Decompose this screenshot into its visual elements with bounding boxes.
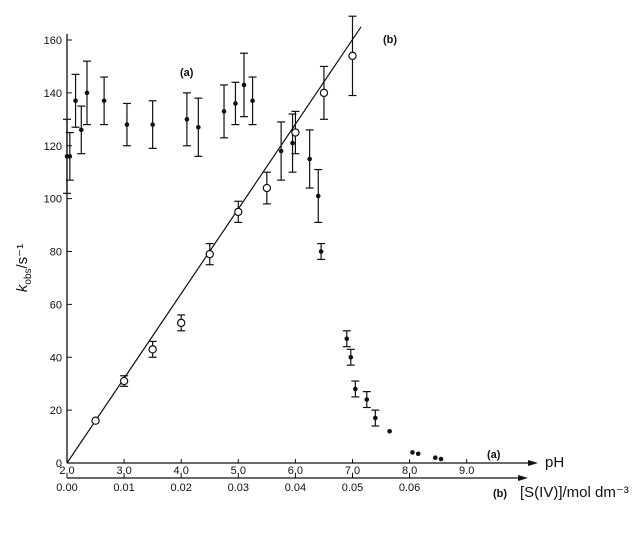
y-axis-label-sub: obs (23, 268, 34, 284)
data-point-a (250, 98, 255, 104)
x-axis-b-tag: (b) (493, 488, 507, 500)
axes (66, 34, 538, 481)
data-point-a (373, 415, 378, 421)
data-point-a (241, 82, 247, 88)
data-point-a (278, 148, 284, 154)
data-point-a (410, 450, 415, 455)
data-point-a (318, 249, 324, 254)
data-point-b (291, 128, 300, 137)
x-axis-b-arrow (518, 475, 528, 481)
data-point-a (84, 90, 90, 96)
x-tick-a-label: 5.0 (231, 465, 246, 477)
data-point-a (290, 140, 295, 146)
data-point-b (148, 345, 157, 354)
y-tick-label: 120 (44, 141, 62, 153)
y-tick-label: 40 (50, 352, 62, 364)
x-tick-b-label: 0.01 (113, 482, 134, 494)
data-point-a (150, 122, 155, 127)
data-point-a (196, 124, 201, 130)
data-point-a (184, 117, 190, 122)
y-tick-label: 20 (50, 405, 62, 417)
data-point-b (176, 318, 186, 328)
data-point-a (432, 455, 438, 461)
data-point-a (221, 109, 227, 114)
y-tick-label: 160 (44, 35, 62, 47)
data-point-a (438, 456, 444, 462)
data-point-a (124, 122, 130, 127)
x-tick-a-label: 6.0 (288, 465, 303, 477)
series (63, 15, 444, 464)
data-point-a (73, 98, 78, 104)
data-point-b (91, 416, 100, 425)
y-axis-label-rest: /s⁻¹ (14, 244, 31, 269)
x-tick-a-label: 9.0 (459, 465, 474, 477)
data-point-a (315, 193, 321, 199)
data-point-b (348, 51, 357, 61)
x-tick-a-label: 3.0 (116, 465, 131, 477)
data-point-a (307, 156, 312, 162)
data-point-b (119, 376, 129, 386)
data-point-a (67, 154, 73, 159)
x-axis-b-label: [S(IV)]/mol dm⁻³ (520, 484, 629, 501)
data-point-a (233, 101, 238, 106)
data-point-a (348, 354, 354, 360)
series-a-label: (a) (180, 67, 194, 79)
y-tick-label: 100 (44, 194, 62, 206)
data-point-a (344, 336, 350, 342)
y-tick-label: 60 (50, 299, 62, 311)
data-point-a (78, 127, 84, 133)
x-tick-a-label: 8.0 (402, 465, 417, 477)
x-axis-a-label: pH (545, 454, 564, 471)
x-tick-b-label: 0.02 (170, 482, 191, 494)
fit-line-label: (b) (383, 34, 397, 46)
data-point-b (234, 207, 243, 217)
data-point-a (415, 451, 421, 457)
x-tick-a-label: 4.0 (174, 465, 189, 477)
x-tick-b-label: 0.03 (228, 482, 249, 494)
x-tick-a-label: 2.0 (59, 465, 74, 477)
y-tick-label: 140 (44, 88, 62, 100)
x-axis-a-tag: (a) (487, 449, 501, 461)
y-axis-label: kobs/s⁻¹ (14, 244, 34, 292)
data-point-a (101, 98, 107, 104)
x-tick-b-label: 0.06 (399, 482, 420, 494)
data-point-b (262, 183, 272, 193)
y-tick-label: 80 (50, 247, 62, 259)
x-tick-b-label: 0.00 (56, 482, 77, 494)
data-point-a (364, 397, 370, 402)
fit-line (66, 26, 362, 464)
x-tick-a-label: 7.0 (345, 465, 360, 477)
y-axis-label-main: k (14, 283, 31, 292)
data-point-a (353, 386, 358, 392)
x-tick-b-label: 0.05 (342, 482, 363, 494)
data-point-b (319, 88, 329, 98)
data-point-b (205, 249, 214, 259)
y-tick-label: 0 (56, 458, 62, 470)
x-axis-a-arrow (528, 460, 538, 466)
ticks: 0 20 40 60 80 100 120 140 160 2.0 3.0 4.0 5.0 6.0 7.0 8… (44, 35, 475, 494)
x-tick-b-label: 0.04 (285, 482, 306, 494)
data-point-a (387, 428, 392, 434)
